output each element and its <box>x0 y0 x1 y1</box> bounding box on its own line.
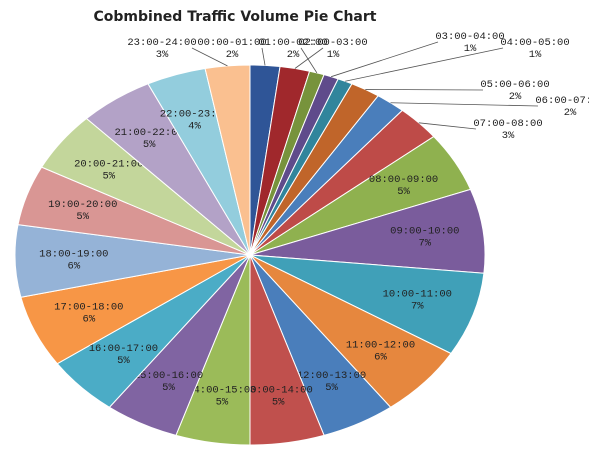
slice-label: 23:00-24:00 <box>127 37 196 49</box>
slice-value-label: 6% <box>374 352 387 364</box>
slice-value-label: 5% <box>76 211 89 223</box>
slice-value-label: 2% <box>226 49 239 61</box>
slice-value-label: 5% <box>162 382 175 394</box>
slice-value-label: 1% <box>529 49 542 61</box>
slice-label: 21:00-22:00 <box>115 127 184 139</box>
slice-value-label: 6% <box>83 313 96 325</box>
slice-label: 06:00-07:00 <box>535 95 589 107</box>
chart-title: Cobmbined Traffic Volume Pie Chart <box>94 9 377 25</box>
slice-label: 00:00-01:00 <box>197 37 266 49</box>
slice-value-label: 5% <box>102 171 115 183</box>
slice-label: 13:00-14:00 <box>243 384 312 396</box>
slice-label: 22:00-23:00 <box>160 109 229 121</box>
slice-label: 01:00-02:00 <box>258 37 327 49</box>
leader-line <box>261 47 266 66</box>
slice-label: 02:00-03:00 <box>298 37 367 49</box>
slice-value-label: 1% <box>327 49 340 61</box>
leader-line <box>191 47 228 67</box>
slice-label: 07:00-08:00 <box>473 118 542 130</box>
slice-value-label: 5% <box>397 186 410 198</box>
leader-line <box>300 47 318 74</box>
slice-label: 11:00-12:00 <box>346 340 415 352</box>
pie-slice <box>204 64 251 256</box>
slice-value-label: 2% <box>287 49 300 61</box>
slice-value-label: 5% <box>216 396 229 408</box>
slice-label: 18:00-19:00 <box>39 248 108 260</box>
slice-value-label: 5% <box>325 382 338 394</box>
pie-slice <box>249 188 486 274</box>
slice-label: 12:00-13:00 <box>297 370 366 382</box>
slice-label: 08:00-09:00 <box>369 174 438 186</box>
leader-line <box>390 102 539 107</box>
slice-label: 14:00-15:00 <box>187 384 256 396</box>
slice-label: 17:00-18:00 <box>54 301 123 313</box>
leader-line <box>294 47 324 69</box>
slice-label: 03:00-04:00 <box>435 31 504 43</box>
slice-label: 09:00-10:00 <box>390 226 459 238</box>
slice-value-label: 3% <box>156 49 169 61</box>
leader-line <box>418 122 477 130</box>
slice-value-label: 2% <box>564 107 577 119</box>
slice-label: 10:00-11:00 <box>383 289 452 301</box>
slice-label: 20:00-21:00 <box>74 159 143 171</box>
slice-value-label: 3% <box>502 130 515 142</box>
slice-value-label: 5% <box>143 139 156 151</box>
slice-value-label: 6% <box>68 260 81 272</box>
slice-value-label: 5% <box>117 355 130 367</box>
slice-value-label: 7% <box>418 238 431 250</box>
slice-label: 19:00-20:00 <box>48 199 117 211</box>
slice-value-label: 1% <box>464 43 477 55</box>
slice-label: 05:00-06:00 <box>480 79 549 91</box>
slice-value-label: 5% <box>272 396 285 408</box>
leader-line <box>345 47 504 82</box>
slice-label: 16:00-17:00 <box>89 343 158 355</box>
slice-value-label: 4% <box>188 121 201 133</box>
slice-label: 04:00-05:00 <box>500 37 569 49</box>
slice-value-label: 2% <box>509 91 522 103</box>
slice-label: 15:00-16:00 <box>134 370 203 382</box>
leader-line <box>365 89 484 91</box>
slice-value-label: 7% <box>411 301 424 313</box>
leader-line <box>331 41 439 78</box>
pie-slice <box>249 254 485 355</box>
